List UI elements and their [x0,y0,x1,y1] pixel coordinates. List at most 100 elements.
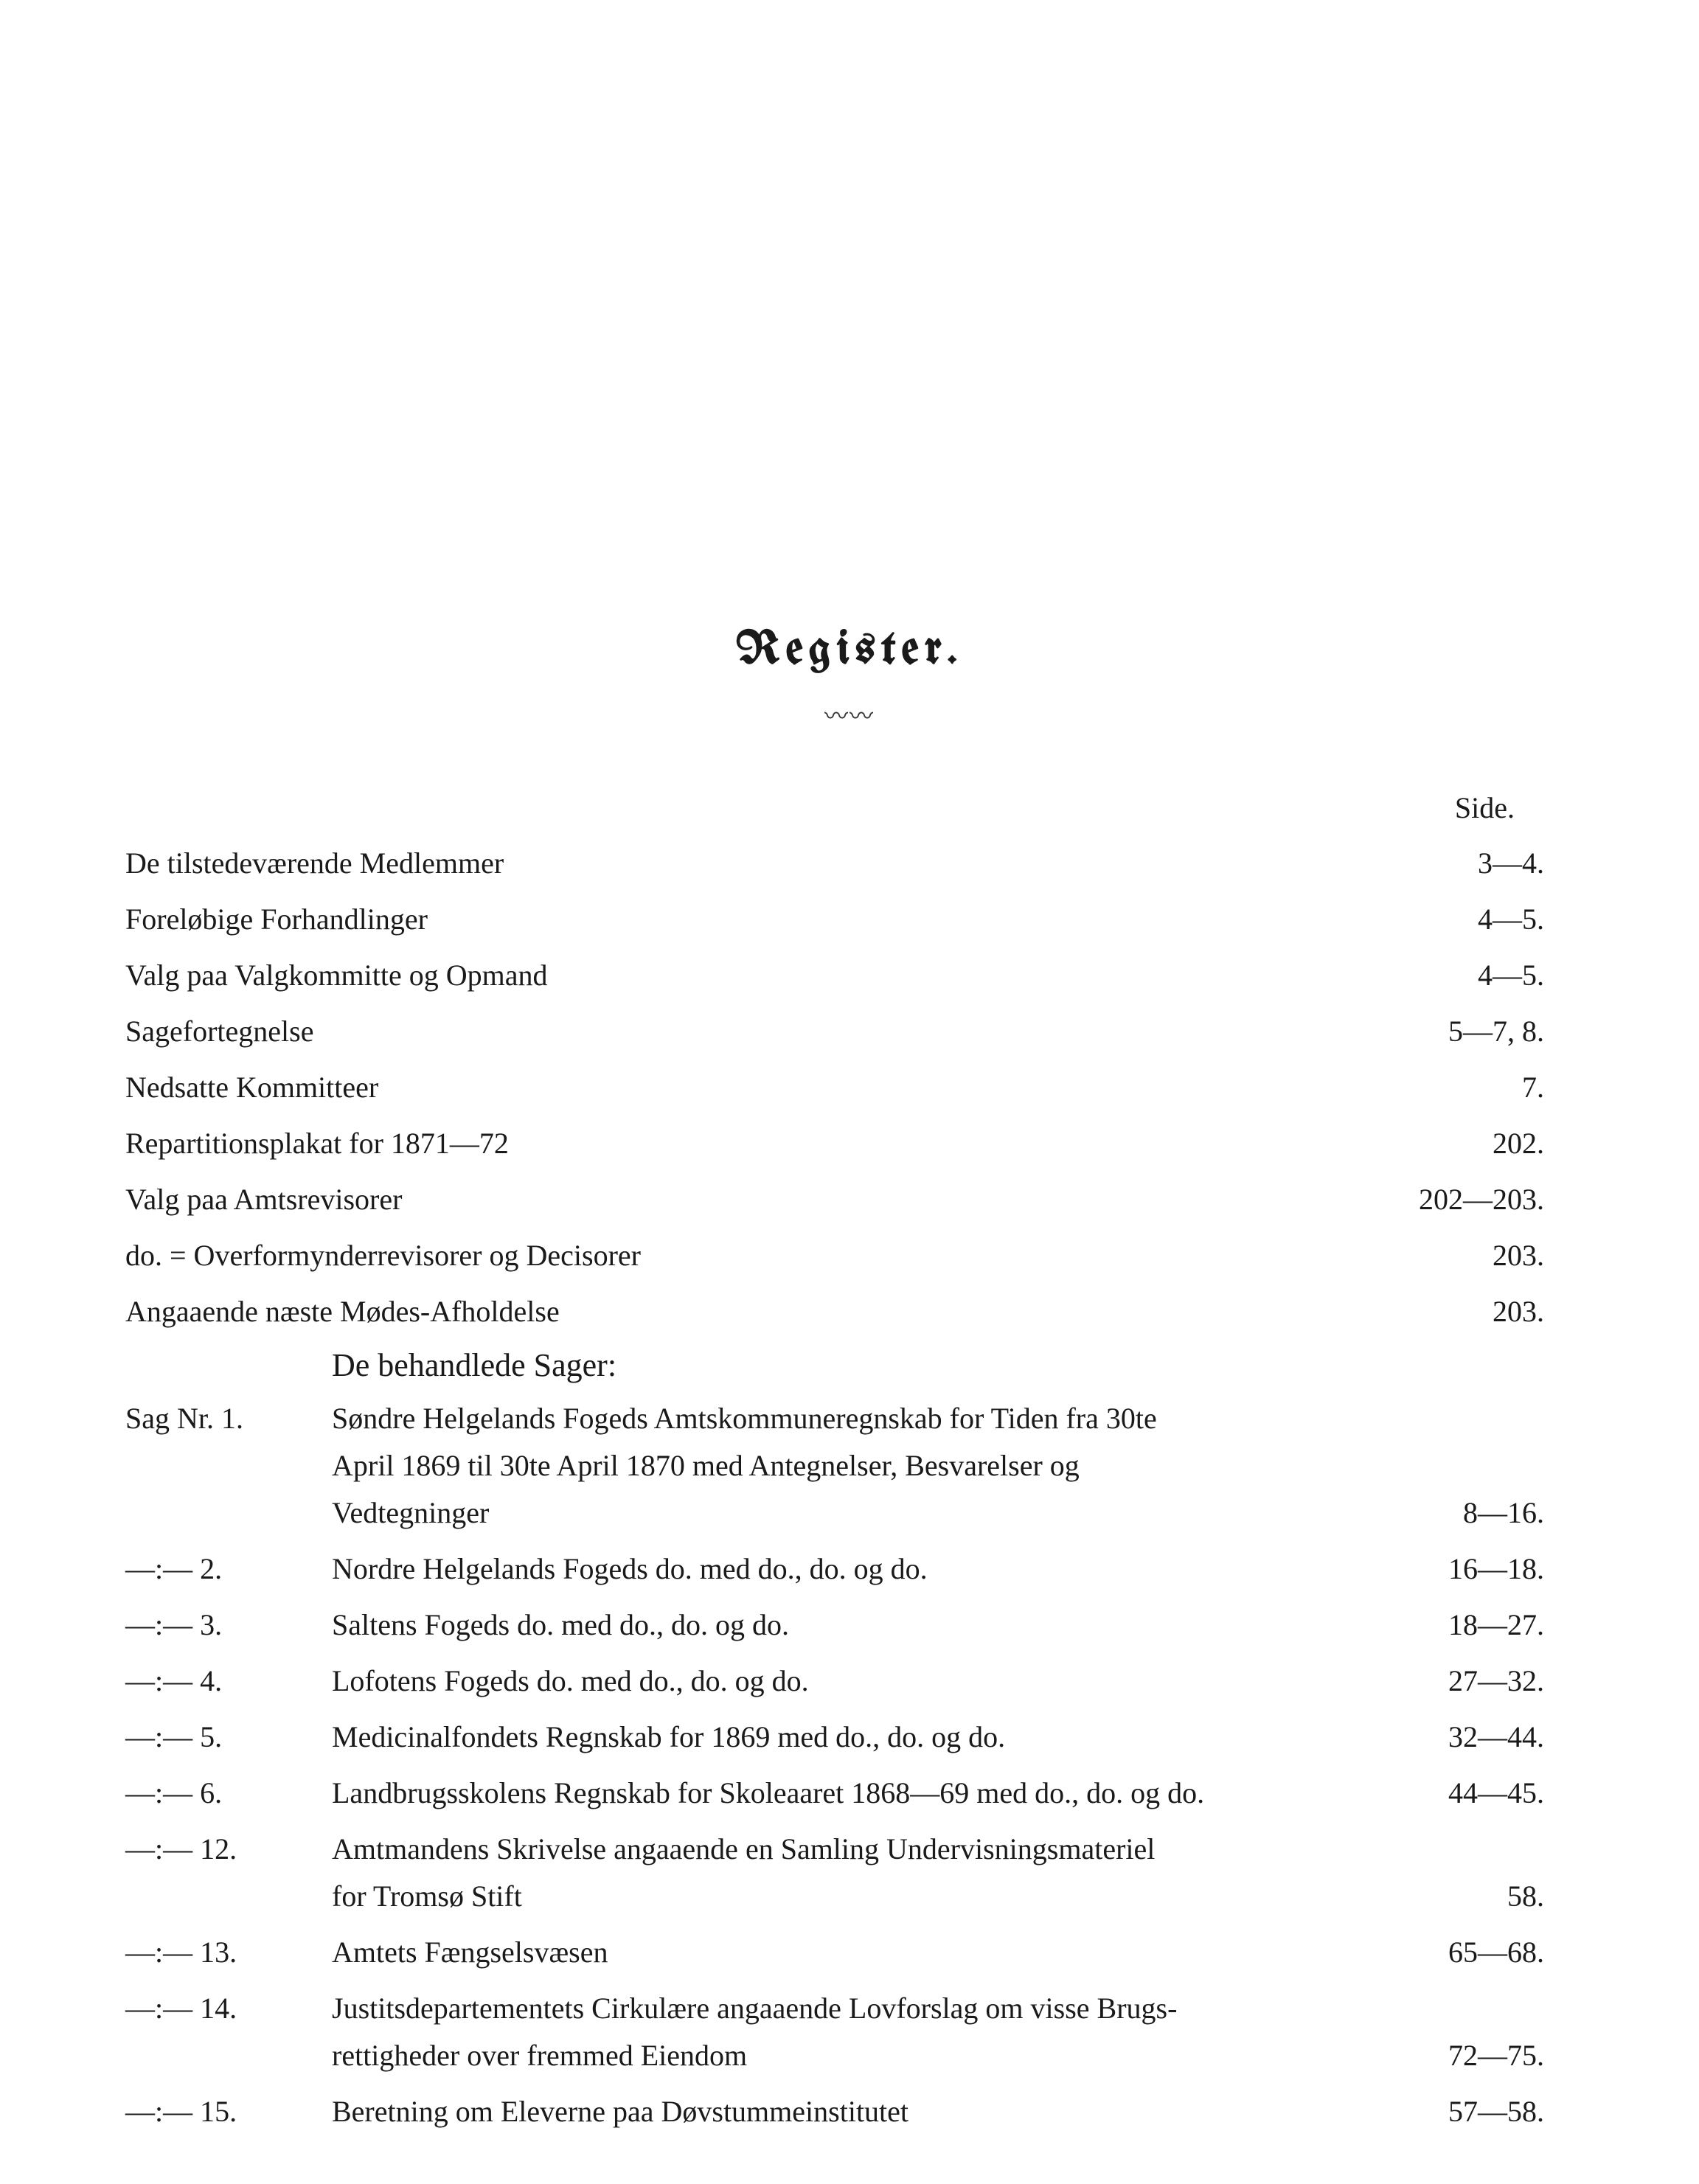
sag-page-placeholder [1426,1442,1574,1489]
sag-entry: —:— 12.Amtmandens Skrivelse angaaende en… [125,1826,1574,1920]
sag-number: —:— 13. [125,1929,332,1976]
sag-content: Justitsdepartementets Cirkulære angaaend… [332,1985,1574,2079]
sag-content: Landbrugsskolens Regnskab for Skoleaaret… [332,1770,1574,1817]
entry-label: Sagefortegnelse [125,1008,313,1055]
entry-page: 203. [1426,1232,1574,1279]
sag-text: Amtets Fængselsvæsen [332,1929,608,1976]
sag-page: 8—16. [1426,1489,1574,1537]
sag-page: 58. [1426,1873,1574,1920]
sag-page-placeholder [1426,1826,1574,1873]
sag-text: Saltens Fogeds do. med do., do. og do. [332,1602,789,1649]
sag-page-placeholder [1426,1985,1574,2032]
leader-dots [520,1152,1415,1153]
toc-entry: Angaaende næste Mødes-Afholdelse203. [125,1288,1574,1335]
sag-text: Landbrugsskolens Regnskab for Skoleaaret… [332,1770,1204,1817]
sag-page: 16—18. [1426,1545,1574,1593]
entry-page: 3—4. [1426,840,1574,887]
entry-page: 202. [1426,1120,1574,1167]
column-header-row: Side. [125,790,1574,825]
sag-page: 27—32. [1426,1658,1574,1705]
sag-line: Landbrugsskolens Regnskab for Skoleaaret… [332,1770,1574,1817]
sag-entry: —:— 3.Saltens Fogeds do. med do., do. og… [125,1602,1574,1649]
main-entries-list: De tilstedeværende Medlemmer 3—4. Foreløbi… [125,840,1574,1335]
leader-dots [571,1320,1415,1321]
entry-label: Valg paa Valgkommitte og Opmand [125,952,548,999]
sag-line: Saltens Fogeds do. med do., do. og do. 18… [332,1602,1574,1649]
sag-line: Søndre Helgelands Fogeds Amtskommuneregn… [332,1395,1574,1442]
sag-line: Lofotens Fogeds do. med do., do. og do. 2… [332,1658,1574,1705]
toc-entry: Foreløbige Forhandlinger 4—5. [125,896,1574,943]
sag-entry: —:— 6.Landbrugsskolens Regnskab for Skol… [125,1770,1574,1817]
entry-label: De tilstedeværende Medlemmer [125,840,504,887]
sag-text: for Tromsø Stift [332,1873,522,1920]
sag-entry: —:— 14.Justitsdepartementets Cirkulære a… [125,1985,1574,2079]
sag-text: Lofotens Fogeds do. med do., do. og do. [332,1658,809,1705]
sag-entry: Sag Nr. 1.Søndre Helgelands Fogeds Amtsk… [125,1395,1574,1537]
sag-content: Nordre Helgelands Fogeds do. med do., do… [332,1545,1574,1593]
sag-text: Amtmandens Skrivelse angaaende en Samlin… [332,1826,1426,1873]
toc-entry: Nedsatte Kommitteer 7. [125,1064,1574,1111]
sag-page: 18—27. [1426,1602,1574,1649]
entry-label: Angaaende næste Mødes-Afholdelse [125,1288,560,1335]
sag-text: Vedtegninger [332,1489,489,1537]
sag-text: Beretning om Eleverne paa Døvstummeinsti… [332,2088,908,2135]
divider-ornament: 〰〰 [125,698,1574,731]
entry-label: Nedsatte Kommitteer [125,1064,378,1111]
sag-page: 57—58. [1426,2088,1574,2135]
sag-page: 44—45. [1426,1770,1574,1817]
sag-line: Medicinalfondets Regnskab for 1869 med d… [332,1714,1574,1761]
leader-dots [413,1208,1408,1209]
sag-number: —:— 6. [125,1770,332,1817]
page-title: Register. [125,627,1574,675]
sag-page: 72—75. [1426,2032,1574,2079]
leader-dots [439,928,1415,929]
sag-number: —:— 14. [125,1985,332,2032]
sag-page: 32—44. [1426,1714,1574,1761]
section-heading: De behandlede Sager: [332,1346,1574,1384]
leader-dots [559,984,1416,985]
sag-content: Saltens Fogeds do. med do., do. og do. 18… [332,1602,1574,1649]
entry-label: Foreløbige Forhandlinger [125,896,428,943]
entry-label: Repartitionsplakat for 1871—72 [125,1120,509,1167]
sag-number: —:— 5. [125,1714,332,1761]
sag-number: Sag Nr. 1. [125,1395,332,1442]
sag-number: —:— 3. [125,1602,332,1649]
sag-line: Amtets Fængselsvæsen 65—68. [332,1929,1574,1976]
sag-entry: —:— 5.Medicinalfondets Regnskab for 1869… [125,1714,1574,1761]
sag-entry: —:— 15.Beretning om Eleverne paa Døvstum… [125,2088,1574,2135]
entry-label: do. = Overformynderrevisorer og Decisore… [125,1232,641,1279]
side-column-header: Side. [1455,791,1515,824]
toc-entry: De tilstedeværende Medlemmer 3—4. [125,840,1574,887]
leader-dots [652,1264,1415,1265]
toc-entry: Repartitionsplakat for 1871—72 202. [125,1120,1574,1167]
sag-content: Beretning om Eleverne paa Døvstummeinsti… [332,2088,1574,2135]
toc-entry: do. = Overformynderrevisorer og Decisore… [125,1232,1574,1279]
sag-number: —:— 12. [125,1826,332,1873]
sag-text: Medicinalfondets Regnskab for 1869 med d… [332,1714,1005,1761]
sag-text: April 1869 til 30te April 1870 med Anteg… [332,1442,1426,1489]
sag-line: Amtmandens Skrivelse angaaende en Samlin… [332,1826,1574,1873]
toc-entry: Sagefortegnelse 5—7, 8. [125,1008,1574,1055]
entry-page: 202—203. [1419,1176,1574,1223]
sag-content: Lofotens Fogeds do. med do., do. og do. 2… [332,1658,1574,1705]
entry-page: 5—7, 8. [1426,1008,1574,1055]
sag-line: for Tromsø Stift 58. [332,1873,1574,1920]
toc-entry: Valg paa Amtsrevisorer 202—203. [125,1176,1574,1223]
sag-number: —:— 2. [125,1545,332,1593]
sag-line: rettigheder over fremmed Eiendom72—75. [332,2032,1574,2079]
sag-entry: —:— 4.Lofotens Fogeds do. med do., do. o… [125,1658,1574,1705]
sag-content: Medicinalfondets Regnskab for 1869 med d… [332,1714,1574,1761]
entry-page: 4—5. [1426,952,1574,999]
sag-text: Søndre Helgelands Fogeds Amtskommuneregn… [332,1395,1426,1442]
sag-entries-list: Sag Nr. 1.Søndre Helgelands Fogeds Amtsk… [125,1395,1574,2135]
entry-page: 7. [1426,1064,1574,1111]
sag-entry: —:— 2.Nordre Helgelands Fogeds do. med d… [125,1545,1574,1593]
entry-label: Valg paa Amtsrevisorer [125,1176,402,1223]
sag-line: Justitsdepartementets Cirkulære angaaend… [332,1985,1574,2032]
sag-page-placeholder [1426,1395,1574,1442]
entry-page: 4—5. [1426,896,1574,943]
sag-line: Nordre Helgelands Fogeds do. med do., do… [332,1545,1574,1593]
sag-line: Vedtegninger 8—16. [332,1489,1574,1537]
sag-text: Justitsdepartementets Cirkulære angaaend… [332,1985,1426,2032]
sag-page: 65—68. [1426,1929,1574,1976]
